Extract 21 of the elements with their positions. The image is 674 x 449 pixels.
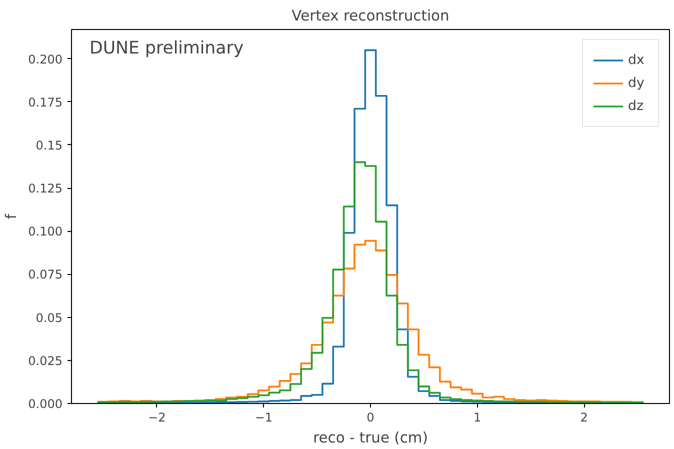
x-tick-label: −1 [254,410,273,424]
x-tick-label: 2 [580,410,588,424]
y-tick-label: 0.125 [28,182,63,196]
x-tick-label: 1 [473,410,482,424]
y-tick-label: 0.025 [28,354,63,368]
legend-label: dy [628,76,646,90]
legend-label: dx [628,52,646,68]
y-tick-label: 0.000 [28,397,63,411]
y-axis-title: f [3,213,20,220]
x-tick-label: −2 [148,410,166,424]
y-tick-label: 0.05 [36,310,62,325]
y-tick-label: 0.15 [36,138,62,152]
x-axis-title: reco - true (cm) [313,430,428,446]
y-tick-label: 0.200 [28,52,63,66]
annotation: DUNE preliminary [90,38,244,58]
y-tick-label: 0.075 [28,268,63,282]
y-tick-label: 0.100 [28,224,63,239]
x-tick-label: 0 [366,410,374,424]
legend-label: dz [628,98,644,114]
y-tick-label: 0.175 [28,95,63,110]
chart-title: Vertex reconstruction [292,8,450,24]
